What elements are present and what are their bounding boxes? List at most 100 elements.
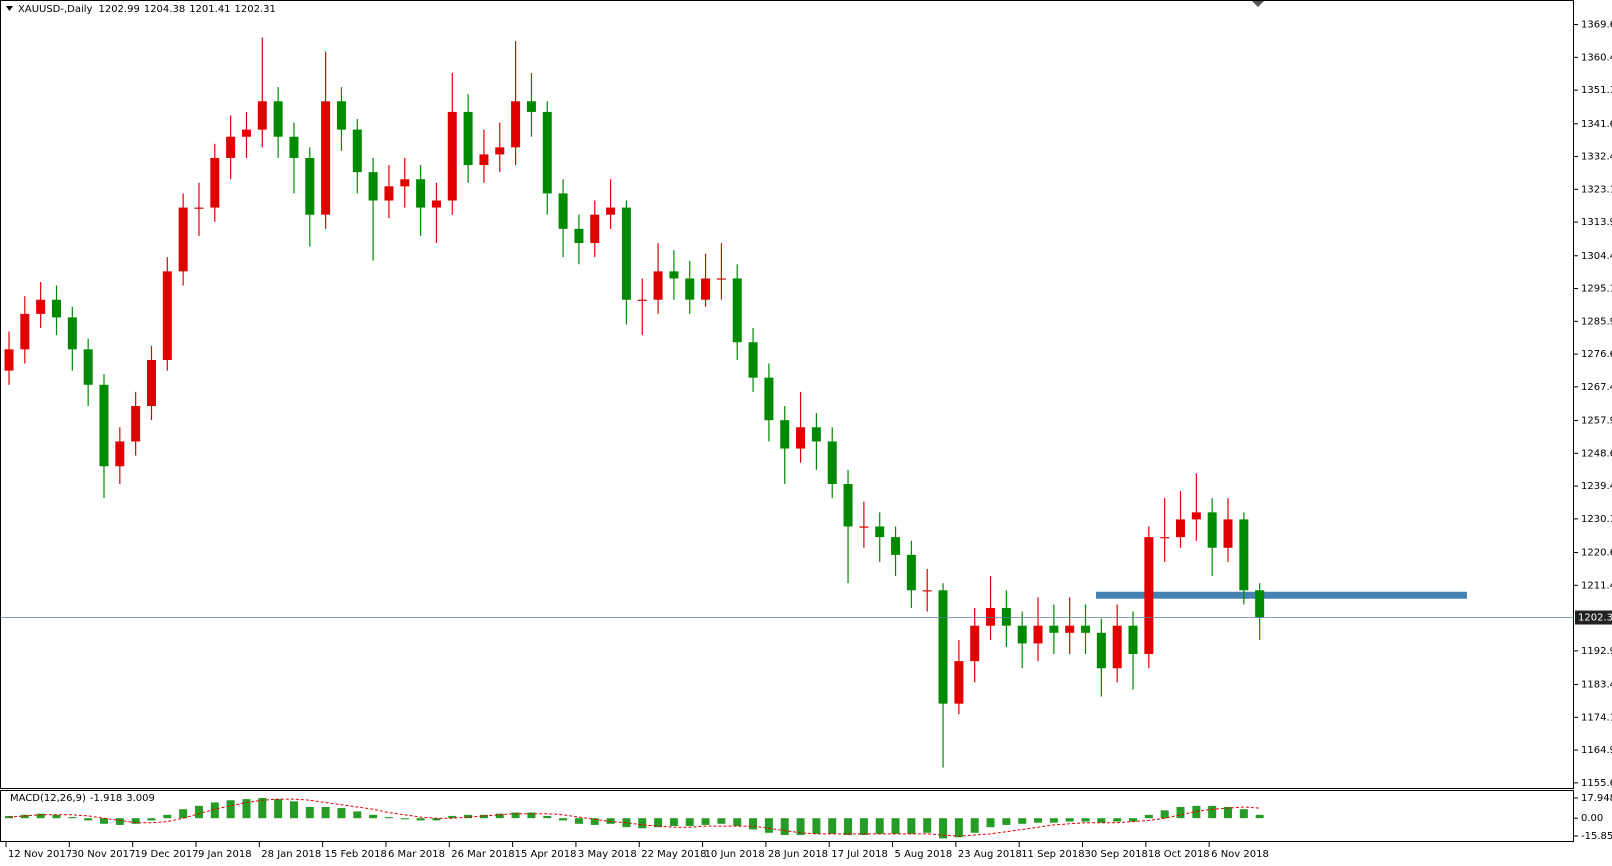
macd-bar (131, 818, 140, 824)
macd-bar (1208, 805, 1217, 819)
candle-body (1223, 519, 1233, 548)
macd-header: MACD(12,26,9) -1.918 3.009 (10, 793, 155, 804)
last-high: 1204.38 (144, 4, 185, 15)
macd-bar (416, 818, 425, 821)
macd-bar (764, 818, 773, 833)
macd-bar (258, 797, 267, 819)
x-tick-label: 9 Jan 2018 (198, 849, 252, 860)
y-tick-label: 1239.40 (1581, 481, 1612, 492)
candle-body (1065, 625, 1075, 633)
candle-body (416, 179, 426, 208)
candle-body (83, 349, 93, 385)
x-tick-label: 30 Sep 2018 (1085, 849, 1148, 860)
candle-body (574, 228, 584, 244)
macd-bar (796, 818, 805, 836)
macd-bar (163, 814, 172, 819)
candle-body (827, 441, 837, 484)
macd-bar (1192, 805, 1201, 819)
y-tick-label: 1192.90 (1581, 646, 1612, 657)
chart-header: XAUUSD-,Daily 1202.99 1204.38 1201.41 1202.3… (18, 4, 276, 15)
macd-bar (1113, 818, 1122, 822)
candle-body (115, 441, 125, 467)
x-tick-label: 6 Mar 2018 (388, 849, 445, 860)
candle-body (938, 590, 948, 704)
y-tick-label: 1285.90 (1581, 316, 1612, 327)
macd-bar (638, 818, 647, 829)
macd-main: -1.918 (90, 793, 122, 804)
macd-bar (400, 818, 409, 820)
candle-body (495, 147, 505, 155)
x-tick-label: 18 Oct 2018 (1148, 849, 1210, 860)
x-tick-label: 23 Aug 2018 (958, 849, 1022, 860)
chart-title: XAUUSD-,Daily (18, 4, 93, 15)
macd-bar (226, 800, 235, 819)
y-tick-label: 1155.65 (1581, 778, 1612, 789)
candle-body (257, 101, 267, 130)
macd-bar (179, 809, 188, 819)
x-tick-label: 15 Apr 2018 (515, 849, 577, 860)
x-tick-label: 30 Nov 2017 (71, 849, 135, 860)
macd-bar (543, 815, 552, 819)
candle-body (796, 427, 806, 449)
macd-signal (8, 798, 1260, 837)
macd-bar (464, 814, 473, 819)
macd-bar (369, 814, 378, 819)
candle-body (1128, 625, 1138, 655)
candle-body (859, 526, 869, 528)
macd-bar (479, 814, 488, 819)
level-band (1096, 591, 1467, 599)
macd-bar (1002, 818, 1011, 825)
candle-body (1081, 625, 1091, 633)
macd-bar (1144, 814, 1153, 819)
candle-body (336, 101, 346, 130)
candle-body (1191, 512, 1201, 520)
macd-bar (669, 818, 678, 827)
candle-body (210, 157, 220, 208)
candle-body (748, 342, 758, 378)
candle-body (463, 111, 473, 166)
candle-body (970, 625, 980, 662)
candle-body (590, 214, 600, 244)
macd-bar (733, 818, 742, 827)
macd-bar (1255, 814, 1264, 819)
candle-body (289, 136, 299, 158)
macd-bar (954, 818, 963, 838)
candle-body (36, 299, 46, 314)
macd-bar (210, 802, 219, 819)
macd-bar (1160, 810, 1169, 819)
macd-bar (321, 806, 330, 819)
y-tick-label: 1174.15 (1581, 712, 1612, 723)
macd-bar (970, 818, 979, 833)
y-tick-label: 1183.40 (1581, 680, 1612, 691)
macd-bar (828, 818, 837, 834)
macd-bar (891, 818, 900, 834)
candle-body (511, 101, 521, 148)
y-tick-label: 1267.40 (1581, 382, 1612, 393)
macd-bar (717, 818, 726, 824)
macd-bar (780, 818, 789, 836)
candle-body (241, 129, 251, 137)
candle-body (526, 101, 536, 112)
x-tick-label: 26 Mar 2018 (451, 849, 514, 860)
macd-bar (337, 808, 346, 819)
candle-body (875, 526, 885, 538)
candle-body (1144, 537, 1154, 655)
y-tick-label: 1220.65 (1581, 548, 1612, 559)
y-tick-label: 1351.15 (1581, 85, 1612, 96)
candle-body (368, 172, 378, 201)
candle-body (352, 129, 362, 173)
macd-bar (1065, 818, 1074, 822)
candle-body (384, 186, 394, 201)
macd-bar (859, 818, 868, 836)
candle-body (669, 271, 679, 279)
y-tick-label: 1276.65 (1581, 349, 1612, 360)
candle-body (1001, 607, 1011, 626)
y-tick-label: 1230.15 (1581, 514, 1612, 525)
macd-bar (844, 818, 853, 836)
macd-bar (654, 818, 663, 828)
macd-bar (527, 812, 536, 819)
candle-body (67, 317, 77, 350)
macd-bar (1034, 818, 1043, 823)
